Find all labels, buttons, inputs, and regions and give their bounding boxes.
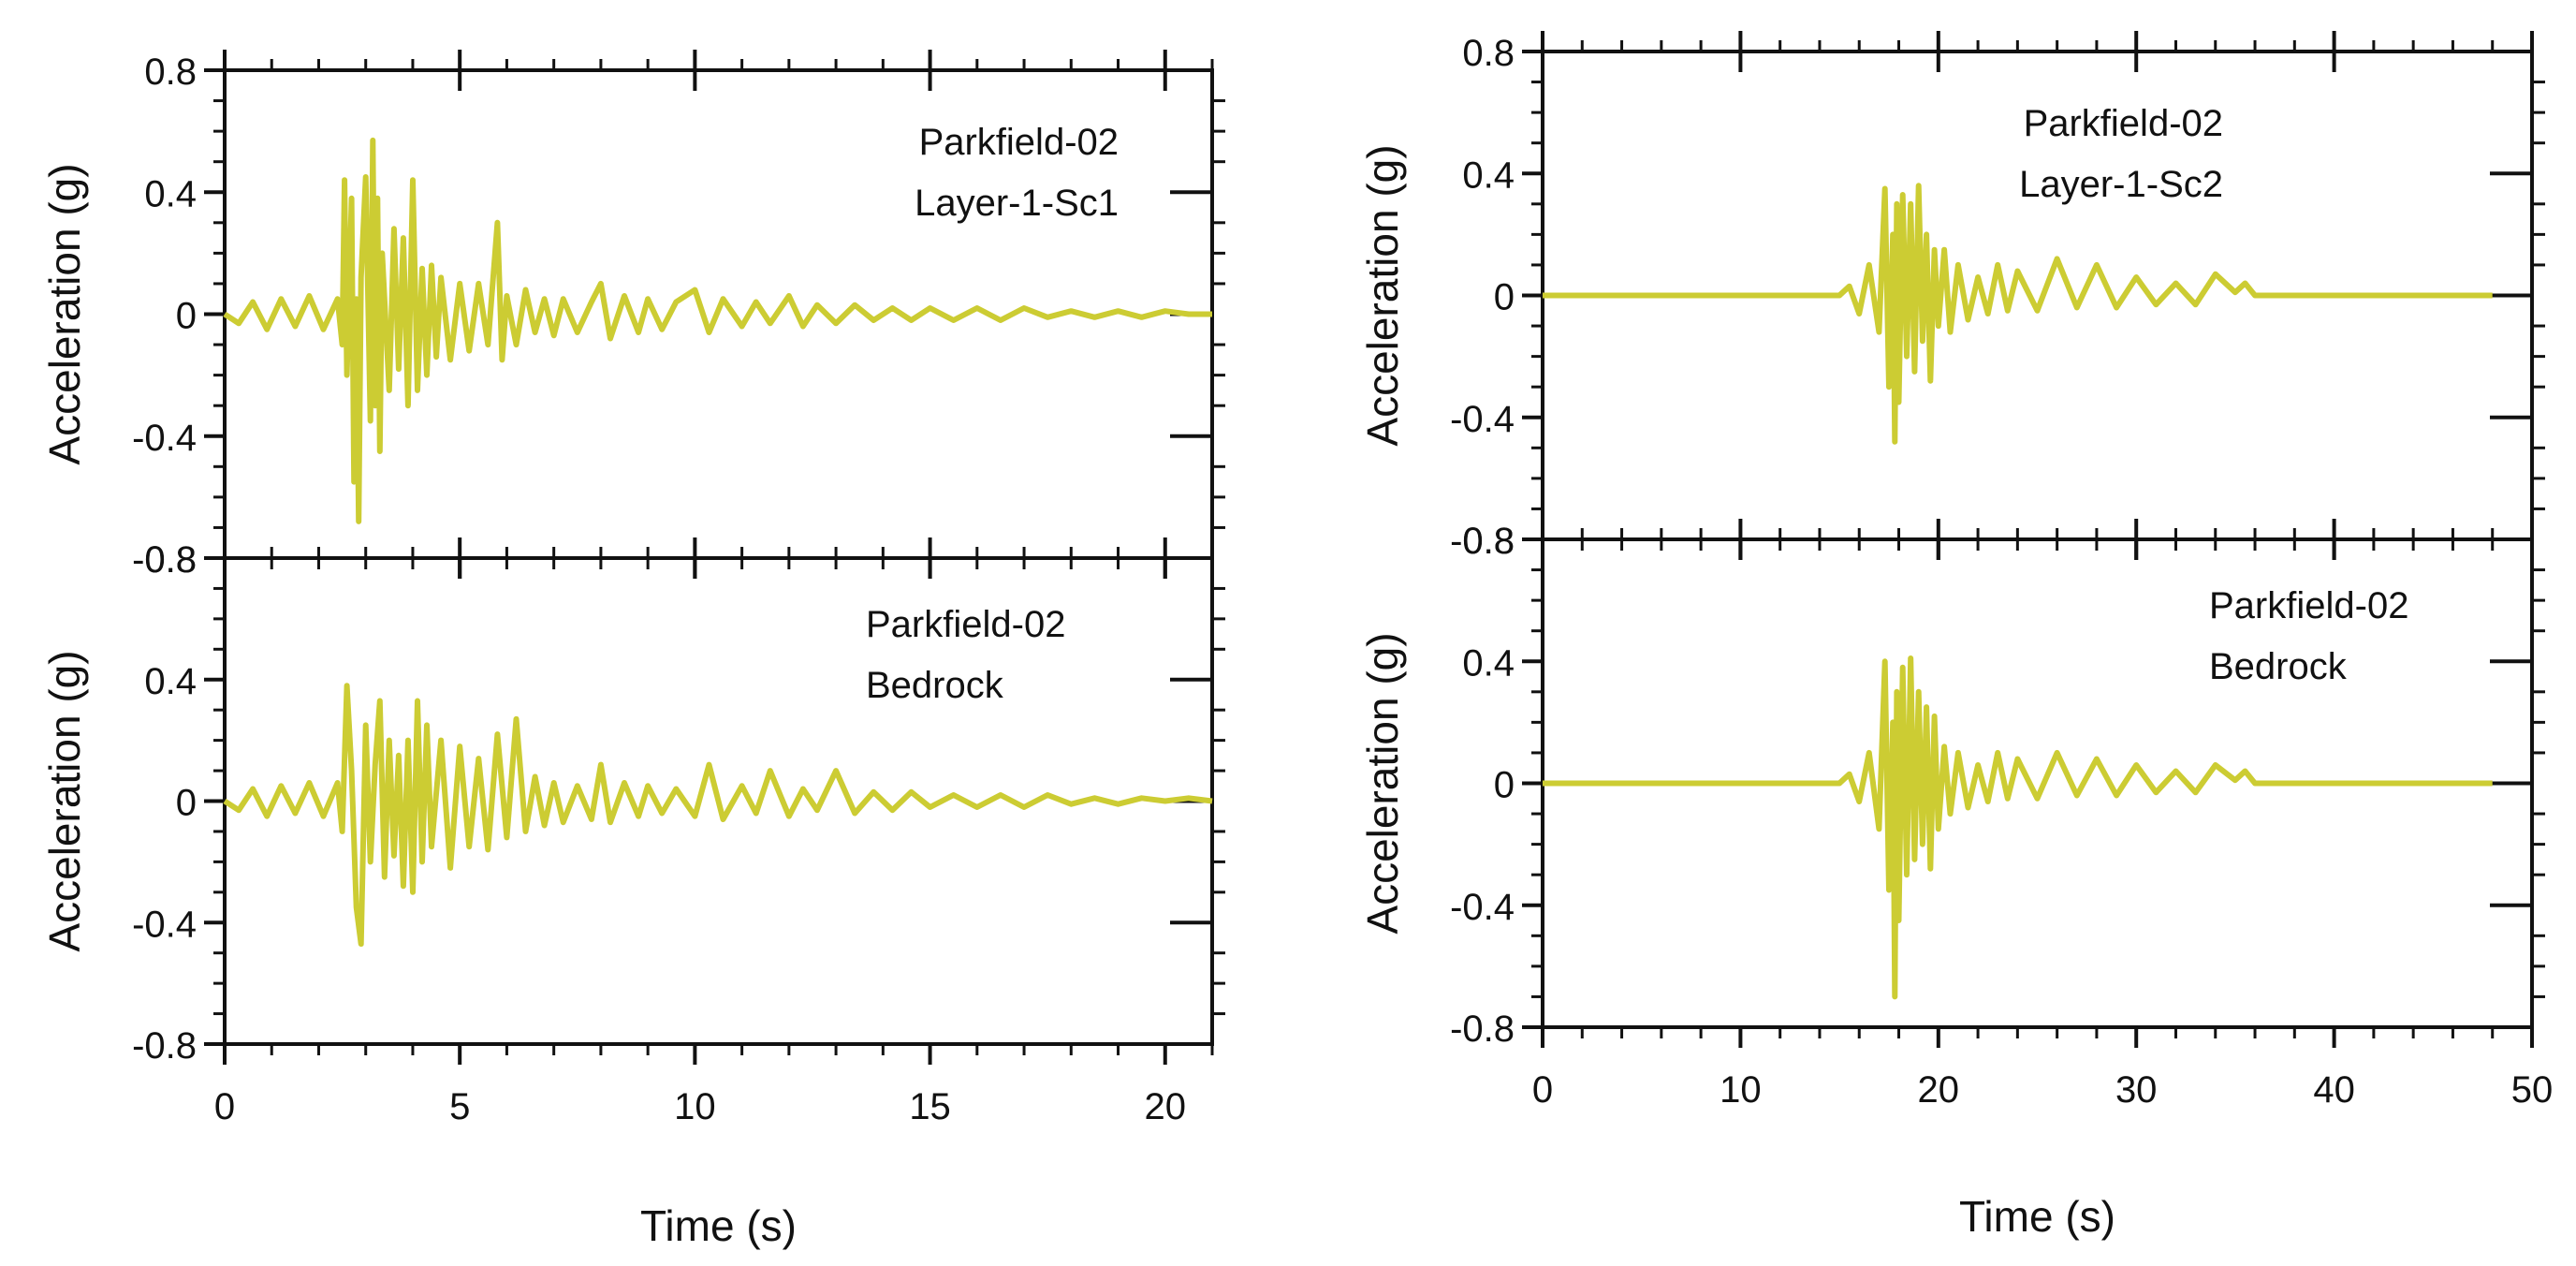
chart-panel-right-bottom: -0.8 -0.4 0 0.4 0.8 0 10 20 30 40 50 Acceleration (… bbox=[1358, 519, 2553, 1241]
y-tick-label: 0.8 bbox=[144, 539, 197, 581]
y-tick-label: 0.4 bbox=[144, 173, 197, 214]
series-line bbox=[223, 683, 1213, 947]
y-axis-label: Acceleration (g) bbox=[40, 163, 89, 464]
x-tick-label: 0 bbox=[214, 1086, 235, 1127]
x-tick-label: 10 bbox=[674, 1086, 716, 1127]
y-tick-label: 0.4 bbox=[1462, 155, 1515, 196]
y-tick-label: 0 bbox=[1494, 277, 1515, 318]
x-tick-label: 15 bbox=[909, 1086, 951, 1127]
y-tick-label: 0 bbox=[176, 296, 197, 337]
x-axis-label: Time (s) bbox=[640, 1201, 797, 1250]
panel-annotation: Parkfield-02 bbox=[2024, 103, 2223, 144]
y-tick-label: -0.4 bbox=[132, 418, 197, 459]
x-tick-label: 30 bbox=[2115, 1069, 2158, 1111]
x-tick-label: 0 bbox=[1532, 1069, 1553, 1111]
y-tick-label: -0.4 bbox=[1450, 887, 1515, 928]
y-tick-label: 0 bbox=[1494, 765, 1515, 806]
panel-annotation: Parkfield-02 bbox=[2209, 585, 2408, 626]
panel-annotation: Bedrock bbox=[2209, 646, 2348, 687]
y-tick-label: 0.8 bbox=[144, 52, 197, 93]
y-axis-label: Acceleration (g) bbox=[40, 650, 89, 951]
x-tick-label: 50 bbox=[2511, 1069, 2554, 1111]
x-tick-label: 40 bbox=[2313, 1069, 2355, 1111]
y-tick-label: 0.8 bbox=[1462, 521, 1515, 562]
y-tick-label: -0.8 bbox=[132, 1025, 197, 1067]
y-tick-label: 0.4 bbox=[144, 661, 197, 702]
chart-panel-left-top: -0.8 -0.4 0 0.4 0.8 Acceleration (g) Parkfield… bbox=[40, 50, 1225, 581]
y-tick-label: -0.8 bbox=[132, 539, 197, 581]
panel-annotation: Layer-1-Sc1 bbox=[915, 183, 1119, 224]
x-tick-label: 10 bbox=[1720, 1069, 1762, 1111]
y-axis-label: Acceleration (g) bbox=[1358, 144, 1407, 446]
x-axis-label: Time (s) bbox=[1959, 1192, 2115, 1241]
series-line bbox=[223, 137, 1212, 524]
panel-annotation: Layer-1-Sc2 bbox=[2019, 164, 2223, 205]
series-line bbox=[1543, 655, 2493, 1000]
series-line bbox=[1543, 183, 2493, 445]
y-tick-label: -0.8 bbox=[1450, 521, 1515, 562]
x-tick-label: 20 bbox=[1145, 1086, 1187, 1127]
chart-panel-right-top: -0.8 -0.4 0 0.4 0.8 Acceleration (g) Parkfield… bbox=[1358, 31, 2545, 562]
y-tick-label: 0.8 bbox=[1462, 33, 1515, 74]
panel-annotation: Bedrock bbox=[866, 665, 1004, 706]
y-tick-label: -0.4 bbox=[1450, 399, 1515, 440]
x-tick-label: 5 bbox=[449, 1086, 470, 1127]
y-tick-label: -0.4 bbox=[132, 904, 197, 945]
chart-panel-left-bottom: -0.8 -0.4 0 0.4 0.8 0 5 10 15 20 Acceleration (g) T… bbox=[40, 537, 1225, 1250]
panel-annotation: Parkfield-02 bbox=[866, 604, 1065, 645]
y-tick-label: -0.8 bbox=[1450, 1008, 1515, 1050]
y-tick-label: 0 bbox=[176, 783, 197, 824]
x-tick-label: 20 bbox=[1918, 1069, 1960, 1111]
panel-annotation: Parkfield-02 bbox=[919, 122, 1119, 163]
y-tick-label: 0.4 bbox=[1462, 642, 1515, 684]
y-axis-label: Acceleration (g) bbox=[1358, 632, 1407, 934]
